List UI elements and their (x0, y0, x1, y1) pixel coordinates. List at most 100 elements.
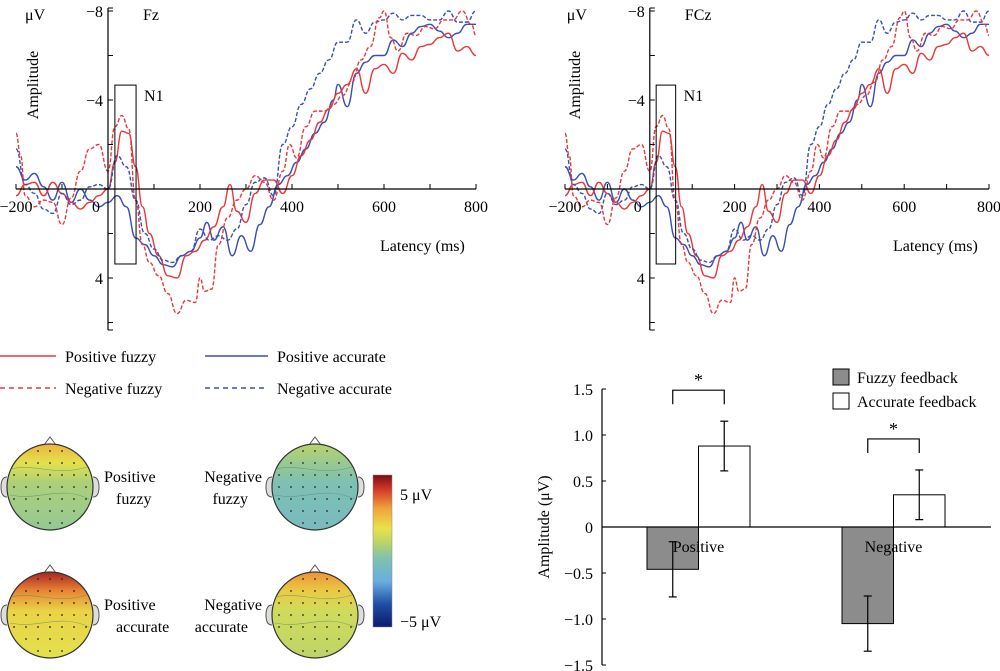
y-unit-label: μV (567, 7, 588, 24)
electrode (290, 626, 292, 628)
electrode (49, 578, 51, 580)
waveform-positive-fuzzy (15, 32, 477, 279)
y-tick-label: 1.5 (573, 382, 593, 399)
electrode (314, 498, 316, 500)
electrode (338, 474, 340, 476)
electrode (73, 590, 75, 592)
x-tick-label: 200 (723, 199, 747, 216)
electrode (302, 602, 304, 604)
electrode (61, 650, 63, 652)
electrode (350, 498, 352, 500)
electrode (326, 462, 328, 464)
electrode (85, 626, 87, 628)
electrode (302, 486, 304, 488)
category-label: Positive (673, 539, 725, 556)
legend-label: Positive accurate (277, 349, 386, 366)
y-tick-label: −1.0 (564, 612, 593, 629)
bar-chart: 1.5 1.0 0.5 0 −0.5 −1.0 −1.5 Amplitude (μV) Posi… (536, 368, 991, 671)
electrode (25, 638, 27, 640)
legend-label: Negative accurate (277, 381, 392, 398)
electrode (37, 614, 39, 616)
ear-icon (265, 476, 273, 498)
electrode (302, 510, 304, 512)
electrode (338, 638, 340, 640)
electrode (302, 590, 304, 592)
electrode (314, 650, 316, 652)
electrode (73, 638, 75, 640)
electrode (13, 602, 15, 604)
electrode (13, 498, 15, 500)
electrode (338, 462, 340, 464)
colorbar-min-label: −5 μV (400, 614, 442, 631)
electrode (326, 590, 328, 592)
electrode (314, 450, 316, 452)
electrode (302, 498, 304, 500)
electrode (37, 602, 39, 604)
electrode (278, 486, 280, 488)
x-axis-label: Latency (ms) (893, 238, 978, 255)
erp-panel-fz: N1 −200 0 200 400 600 800 −8 −4 4 μV Fz Amplitud… (0, 4, 488, 331)
electrode (73, 486, 75, 488)
y-tick-label: 1.0 (573, 428, 593, 445)
n1-window-box (114, 84, 137, 265)
electrode (314, 626, 316, 628)
n1-window-box (655, 84, 677, 265)
electrode (302, 650, 304, 652)
x-tick-label: 600 (892, 199, 916, 216)
topomap: Negative fuzzy (204, 436, 365, 531)
electrode (302, 462, 304, 464)
electrode (326, 638, 328, 640)
y-tick-label: −4 (628, 93, 645, 110)
electrode (49, 462, 51, 464)
electrode (278, 614, 280, 616)
axis-ticks: −200 0 200 400 600 800 −8 −4 4 (548, 4, 1000, 331)
x-tick-label: 400 (280, 199, 304, 216)
electrode (37, 638, 39, 640)
electrode (85, 602, 87, 604)
electrode (25, 498, 27, 500)
legend-label: Fuzzy feedback (857, 370, 958, 387)
legend-label: Positive fuzzy (65, 349, 156, 366)
legend-swatch (832, 368, 850, 386)
y-tick-label: 4 (95, 271, 103, 288)
panel-title: FCz (685, 7, 712, 24)
electrode (302, 578, 304, 580)
electrode (314, 486, 316, 488)
topomap-label: Negative (204, 597, 262, 614)
electrode (350, 602, 352, 604)
topomap-label: fuzzy (116, 491, 152, 508)
electrode (25, 474, 27, 476)
electrode (37, 578, 39, 580)
electrode (278, 474, 280, 476)
topomap-label: Positive (104, 597, 156, 614)
electrode (61, 474, 63, 476)
electrode (73, 462, 75, 464)
electrode (61, 626, 63, 628)
electrode (25, 510, 27, 512)
electrode (302, 522, 304, 524)
x-tick-label: 400 (807, 199, 831, 216)
electrode (278, 498, 280, 500)
y-tick-label: 0 (585, 520, 593, 537)
electrode (49, 450, 51, 452)
electrode (326, 474, 328, 476)
electrode (61, 614, 63, 616)
electrode (302, 474, 304, 476)
electrode (314, 578, 316, 580)
topomap: Positive fuzzy (0, 436, 156, 531)
electrode (61, 578, 63, 580)
electrode (13, 614, 15, 616)
y-tick-label: −0.5 (564, 566, 593, 583)
electrode (85, 486, 87, 488)
electrode (73, 626, 75, 628)
ear-icon (92, 604, 100, 626)
electrode (61, 522, 63, 524)
electrode (73, 474, 75, 476)
colorbar-gradient (372, 474, 393, 628)
electrode (37, 626, 39, 628)
waveform-negative-accurate (15, 10, 477, 264)
topomap-label: Positive (104, 469, 156, 486)
electrode (314, 462, 316, 464)
electrode (37, 474, 39, 476)
electrode (290, 614, 292, 616)
